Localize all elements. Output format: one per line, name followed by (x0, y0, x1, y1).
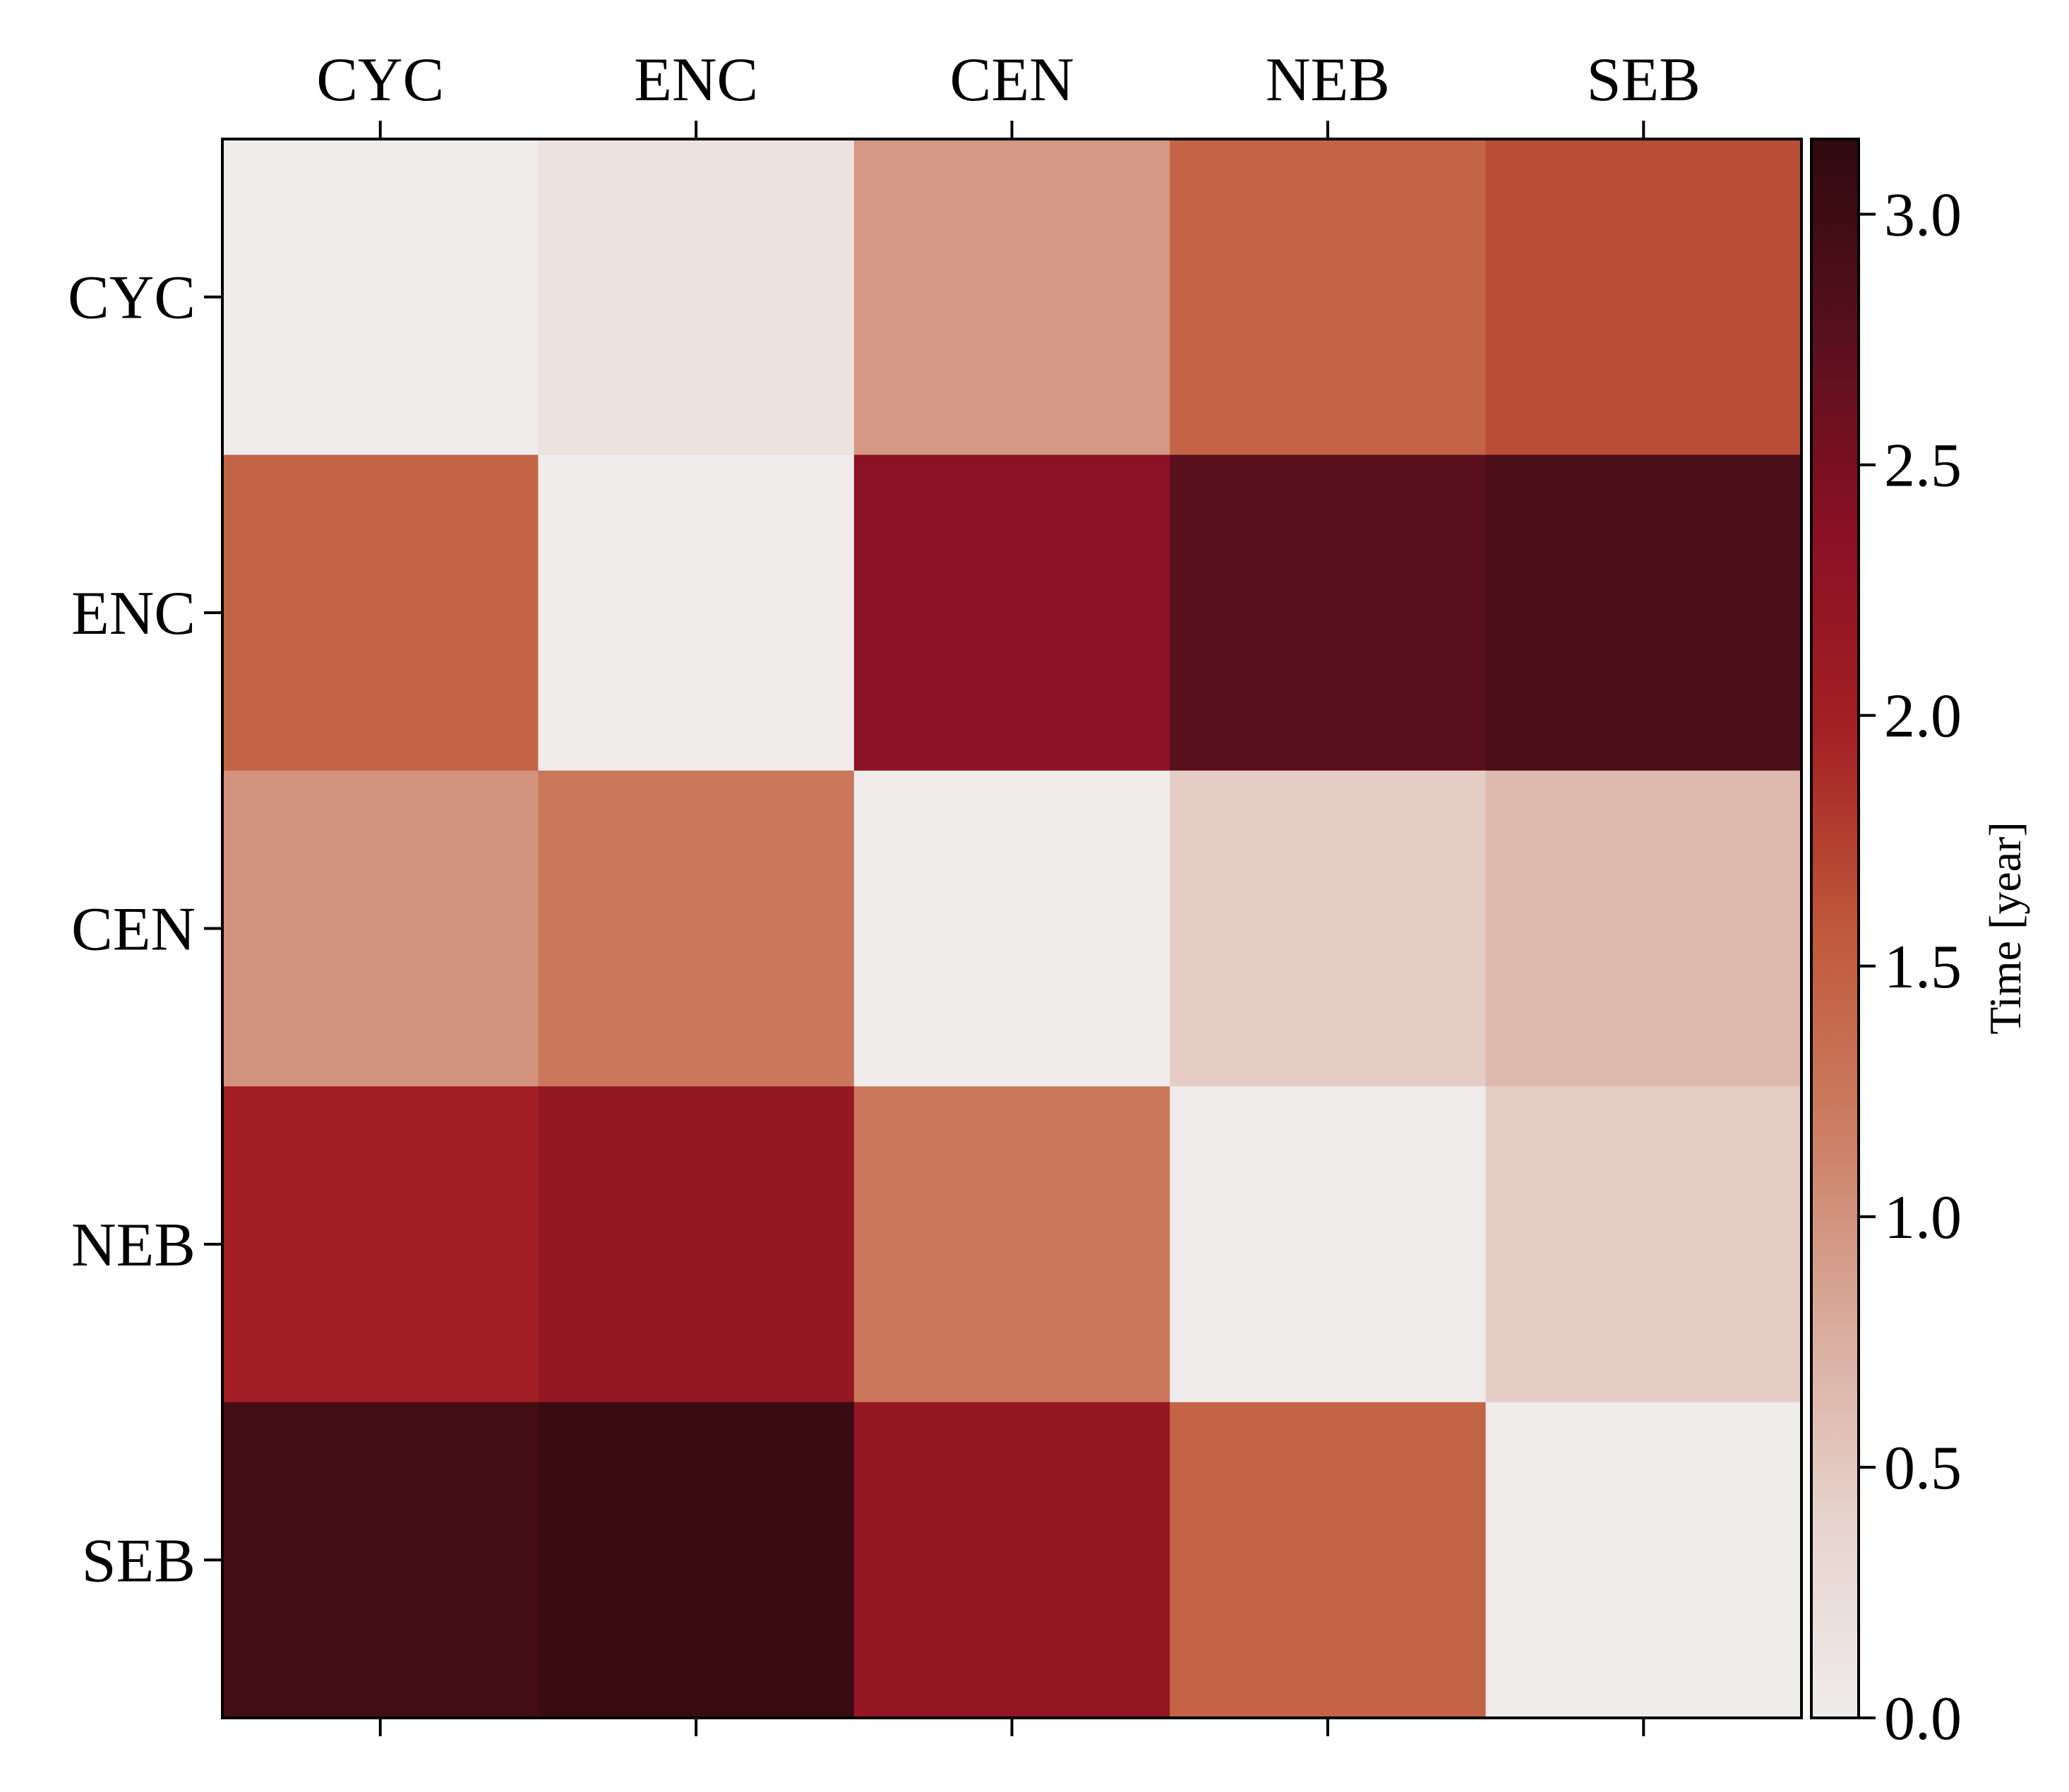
heatmap-cell (1170, 1402, 1487, 1719)
heatmap-cell (853, 455, 1170, 771)
heatmap-cell (222, 1402, 539, 1719)
colorbar-tick-label: 1.0 (1884, 1184, 1962, 1252)
y-tick-label: ENC (71, 579, 196, 648)
y-axis-ticks: CYC ENC CEN NEB SEB (68, 264, 222, 1595)
heatmap-cell (538, 1402, 855, 1719)
colorbar-tick-label: 0.0 (1884, 1685, 1962, 1753)
y-tick-label: SEB (82, 1527, 196, 1595)
heatmap-cell (1170, 455, 1487, 771)
y-tick-label: CYC (68, 264, 196, 332)
heatmap-cell (853, 770, 1170, 1087)
x-tick-label: NEB (1266, 46, 1390, 114)
heatmap-cell (1485, 770, 1802, 1087)
heatmap-cell (222, 455, 539, 771)
x-tick-label: ENC (634, 46, 758, 114)
colorbar-tick-label: 0.5 (1884, 1434, 1962, 1503)
heatmap-cell (1485, 1086, 1802, 1403)
x-axis-ticks: CYC ENC CEN NEB SEB (316, 46, 1701, 1736)
colorbar (1810, 138, 1860, 1719)
x-tick-label: CEN (950, 46, 1074, 114)
heatmap-cell (853, 1402, 1170, 1719)
y-tick-label: NEB (71, 1211, 196, 1280)
x-tick-label: CYC (316, 46, 444, 114)
y-tick-label: CEN (71, 896, 196, 964)
heatmap-cell (1485, 455, 1802, 771)
x-tick-label: SEB (1587, 46, 1701, 114)
colorbar-tick-label: 2.0 (1884, 682, 1962, 751)
colorbar-tick-label: 1.5 (1884, 933, 1962, 1002)
heatmap-cell (222, 1086, 539, 1403)
colorbar-tick-label: 3.0 (1884, 181, 1962, 250)
heatmap-cell (853, 139, 1170, 455)
heatmap-cell (1485, 139, 1802, 455)
heatmap-cell (1170, 1086, 1487, 1403)
heatmap-cell (1170, 770, 1487, 1087)
heatmap-cell (1170, 139, 1487, 455)
heatmap-cell (1485, 1402, 1802, 1719)
heatmap-cell (222, 139, 539, 455)
heatmap-cells (222, 139, 1802, 1719)
heatmap-cell (538, 770, 855, 1087)
heatmap-cell (853, 1086, 1170, 1403)
colorbar-tick-label: 2.5 (1884, 432, 1962, 500)
colorbar-label: Time [year] (1980, 822, 2030, 1035)
heatmap-cell (538, 139, 855, 455)
colorbar-ticks: 0.0 0.5 1.0 1.5 2.0 2.5 3.0 (1859, 181, 1962, 1753)
heatmap-cell (538, 455, 855, 771)
heatmap-cell (222, 770, 539, 1087)
heatmap-cell (538, 1086, 855, 1403)
